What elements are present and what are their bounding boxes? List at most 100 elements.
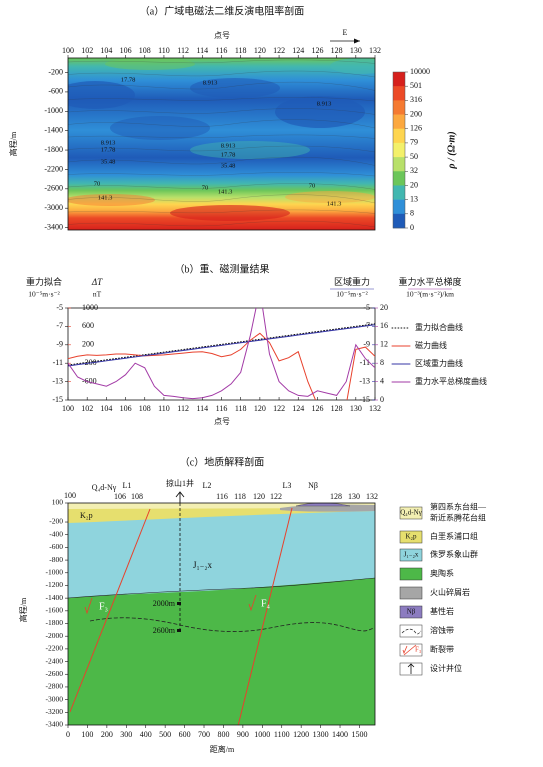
contour-label: 35.48 xyxy=(101,158,116,165)
axis-title: 重力水平总梯度 xyxy=(398,276,461,287)
colorbar-segment xyxy=(393,213,405,229)
colorbar-tick-label: 8 xyxy=(410,209,414,218)
y-tick-label: -11 xyxy=(53,358,63,367)
axis-unit: nT xyxy=(93,290,102,299)
contour-line xyxy=(68,183,375,190)
x-tick-label: 1300 xyxy=(313,730,329,739)
y-tick-label: -9 xyxy=(56,340,63,349)
y-tick-label: 4 xyxy=(380,376,384,385)
x-tick-label: 116 xyxy=(216,46,228,55)
y-tick-label: -2200 xyxy=(46,644,64,653)
legend-label: 奥陶系 xyxy=(430,568,454,578)
series-line xyxy=(68,324,375,367)
y-tick-label: -800 xyxy=(49,555,63,564)
y-tick-label: -600 xyxy=(82,376,97,385)
legend-label: 溶蚀带 xyxy=(430,625,454,635)
legend-label: 区域重力曲线 xyxy=(415,358,463,368)
x-tick-label: 300 xyxy=(120,730,132,739)
x-tick-label: 700 xyxy=(198,730,210,739)
colorbar-tick-label: 20 xyxy=(410,180,418,189)
x-tick-label: 110 xyxy=(158,46,170,55)
direction-label: E xyxy=(343,28,348,37)
y-tick-label: -7 xyxy=(56,321,63,330)
fault-line xyxy=(69,508,151,713)
x-tick-label: 108 xyxy=(139,46,151,55)
direction-arrowhead xyxy=(354,38,360,44)
contour-line xyxy=(68,209,375,214)
x-tick-label: 106 xyxy=(120,46,132,55)
x-tick-label: 130 xyxy=(350,46,362,55)
x-axis-label: 点号 xyxy=(214,417,230,426)
contour-label: 8.913 xyxy=(101,139,116,146)
field-patch xyxy=(68,194,155,206)
boundary-line xyxy=(68,577,375,599)
y-tick-label: 100 xyxy=(52,498,64,507)
resistivity-field xyxy=(68,58,375,230)
colorbar-tick-label: 79 xyxy=(410,138,418,147)
y-axis-label: 高程/m xyxy=(18,597,28,622)
top-label: 108 xyxy=(131,492,143,501)
colorbar-segment xyxy=(393,171,405,186)
y-tick-label: -200 xyxy=(48,67,63,76)
x-tick-label: 128 xyxy=(331,404,343,413)
colorbar-tick-label: 316 xyxy=(410,95,422,104)
legend-swatch-frame xyxy=(399,643,423,657)
x-tick-label: 130 xyxy=(350,404,362,413)
field-patch xyxy=(110,116,210,140)
x-tick-label: 128 xyxy=(331,46,343,55)
legend-symbol: J₁₋₂x xyxy=(404,551,419,559)
y-tick-label: -3000 xyxy=(46,694,64,703)
y-tick-label: -15 xyxy=(359,395,370,404)
y-tick-label: -15 xyxy=(52,395,63,404)
colorbar-segment xyxy=(393,100,405,115)
y-tick-label: 12 xyxy=(380,340,388,349)
x-tick-label: 120 xyxy=(254,404,266,413)
x-axis-label: 距离/m xyxy=(210,744,235,754)
y-tick-label: -2600 xyxy=(46,669,64,678)
y-tick-label: -1400 xyxy=(44,126,63,135)
field-patch xyxy=(330,58,375,74)
colorbar-tick-label: 200 xyxy=(410,109,422,118)
contour-line xyxy=(68,145,375,153)
chart-title: （b）重、磁测量结果 xyxy=(175,262,270,275)
field-patch xyxy=(68,81,135,109)
legend-symbol: Nβ xyxy=(407,608,416,616)
y-tick-label: -5 xyxy=(56,303,63,312)
series-line xyxy=(68,323,375,366)
y-tick-label: -1800 xyxy=(46,618,64,627)
contour-label: 17.78 xyxy=(121,76,136,83)
section-annotation: J₁₋₂x xyxy=(193,560,213,570)
contour-label: 70 xyxy=(309,182,316,189)
fault-arrow xyxy=(84,597,93,615)
top-label: L1 xyxy=(123,481,132,490)
y-tick-label: 0 xyxy=(380,395,384,404)
y-tick-label: -3400 xyxy=(44,222,63,231)
y-tick-label: -2000 xyxy=(46,631,64,640)
y-tick-label: -3400 xyxy=(46,720,64,729)
contour-label: 70 xyxy=(94,180,101,187)
legend-label: 设计井位 xyxy=(430,663,462,673)
section-annotation: F₃ xyxy=(99,601,108,612)
axis-title: ΔT xyxy=(91,277,103,287)
y-tick-label: -5 xyxy=(363,303,370,312)
legend-symbol: K₂p xyxy=(406,533,417,541)
top-label: Nβ xyxy=(308,481,318,490)
x-tick-label: 114 xyxy=(196,404,208,413)
x-tick-label: 132 xyxy=(369,46,381,55)
x-tick-label: 122 xyxy=(273,404,285,413)
well-marker xyxy=(177,602,181,605)
colorbar-segment xyxy=(393,199,405,215)
x-tick-label: 116 xyxy=(216,404,228,413)
y-tick-label: -600 xyxy=(49,542,63,551)
legend-label: 磁力曲线 xyxy=(415,340,447,350)
legend-swatch xyxy=(399,548,423,562)
y-tick-label: -2800 xyxy=(46,682,64,691)
top-label: L3 xyxy=(283,481,292,490)
field-patch xyxy=(285,191,375,203)
x-tick-label: 102 xyxy=(81,404,93,413)
y-tick-label: -2400 xyxy=(46,656,64,665)
colorbar-tick-label: 10000 xyxy=(410,67,430,76)
legend-symbol: F₃ xyxy=(415,646,422,654)
legend-swatch-frame xyxy=(399,624,423,638)
x-tick-label: 100 xyxy=(81,730,93,739)
